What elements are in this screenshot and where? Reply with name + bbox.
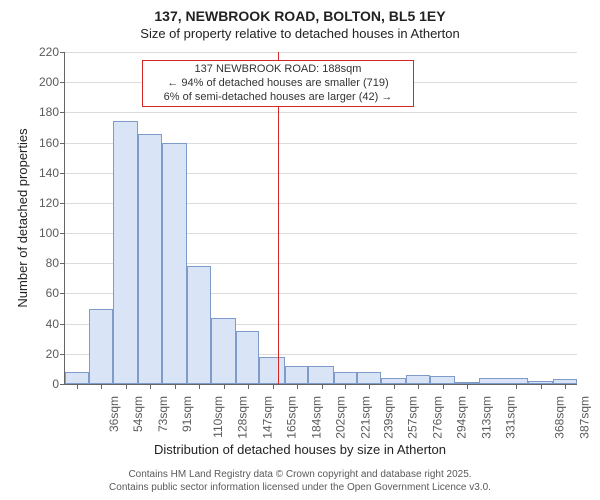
x-tick-mark <box>150 384 151 389</box>
callout-line: ← 94% of detached houses are smaller (71… <box>149 77 407 91</box>
x-tick-mark <box>248 384 249 389</box>
x-tick-mark <box>224 384 225 389</box>
grid-line <box>65 52 577 53</box>
x-tick-mark <box>443 384 444 389</box>
x-tick-mark <box>369 384 370 389</box>
histogram-bar <box>430 376 455 384</box>
callout-line: 6% of semi-detached houses are larger (4… <box>149 91 407 105</box>
y-tick-label: 160 <box>39 136 65 150</box>
x-tick-mark <box>467 384 468 389</box>
y-tick-label: 120 <box>39 196 65 210</box>
x-tick-label: 91sqm <box>180 396 194 432</box>
x-tick-mark <box>297 384 298 389</box>
histogram-bar <box>236 331 260 384</box>
x-tick-label: 239sqm <box>382 396 396 439</box>
chart-subtitle: Size of property relative to detached ho… <box>0 26 600 41</box>
x-tick-label: 128sqm <box>235 396 249 439</box>
histogram-bar <box>285 366 309 384</box>
histogram-bar <box>259 357 284 384</box>
y-axis-title: Number of detached properties <box>15 128 30 307</box>
x-tick-mark <box>322 384 323 389</box>
y-tick-label: 20 <box>46 347 65 361</box>
x-tick-label: 147sqm <box>260 396 274 439</box>
histogram-bar <box>65 372 89 384</box>
y-tick-label: 0 <box>52 377 65 391</box>
x-tick-mark <box>541 384 542 389</box>
x-tick-mark <box>273 384 274 389</box>
x-tick-mark <box>77 384 78 389</box>
histogram-bar <box>138 134 162 385</box>
x-tick-label: 331sqm <box>504 396 518 439</box>
chart-container: 137, NEWBROOK ROAD, BOLTON, BL5 1EY Size… <box>0 0 600 500</box>
x-tick-label: 184sqm <box>309 396 323 439</box>
x-tick-label: 165sqm <box>284 396 298 439</box>
x-axis-title: Distribution of detached houses by size … <box>0 442 600 457</box>
x-tick-label: 73sqm <box>156 396 170 432</box>
plot-area: 02040608010012014016018020022036sqm54sqm… <box>64 52 577 385</box>
x-tick-label: 54sqm <box>131 396 145 432</box>
x-tick-mark <box>175 384 176 389</box>
histogram-bar <box>357 372 381 384</box>
x-tick-label: 110sqm <box>211 396 225 438</box>
x-tick-label: 221sqm <box>358 396 372 439</box>
x-tick-mark <box>394 384 395 389</box>
histogram-bar <box>113 121 138 384</box>
histogram-bar <box>406 375 430 384</box>
y-tick-label: 220 <box>39 45 65 59</box>
x-tick-mark <box>126 384 127 389</box>
footer-text: Contains HM Land Registry data © Crown c… <box>0 468 600 494</box>
x-tick-mark <box>101 384 102 389</box>
x-tick-label: 368sqm <box>553 396 567 439</box>
x-tick-label: 276sqm <box>431 396 445 439</box>
x-tick-label: 257sqm <box>406 396 420 439</box>
histogram-bar <box>211 318 236 384</box>
y-tick-label: 180 <box>39 105 65 119</box>
callout-line: 137 NEWBROOK ROAD: 188sqm <box>149 63 407 77</box>
histogram-bar <box>89 309 113 384</box>
x-tick-label: 36sqm <box>107 396 121 432</box>
y-tick-label: 100 <box>39 226 65 240</box>
histogram-bar <box>187 266 211 384</box>
grid-line <box>65 112 577 113</box>
chart-title: 137, NEWBROOK ROAD, BOLTON, BL5 1EY <box>0 8 600 24</box>
x-tick-label: 313sqm <box>480 396 494 439</box>
x-tick-mark <box>516 384 517 389</box>
x-tick-label: 294sqm <box>455 396 469 439</box>
histogram-bar <box>308 366 333 384</box>
histogram-bar <box>334 372 358 384</box>
y-tick-label: 80 <box>46 256 65 270</box>
x-tick-mark <box>199 384 200 389</box>
y-tick-label: 60 <box>46 286 65 300</box>
x-tick-label: 202sqm <box>333 396 347 439</box>
x-tick-label: 387sqm <box>578 396 592 439</box>
y-tick-label: 200 <box>39 75 65 89</box>
y-tick-label: 140 <box>39 166 65 180</box>
y-tick-label: 40 <box>46 317 65 331</box>
x-tick-mark <box>345 384 346 389</box>
x-tick-mark <box>418 384 419 389</box>
histogram-bar <box>479 378 528 384</box>
callout-box: 137 NEWBROOK ROAD: 188sqm← 94% of detach… <box>142 60 414 107</box>
histogram-bar <box>162 143 187 384</box>
x-tick-mark <box>565 384 566 389</box>
